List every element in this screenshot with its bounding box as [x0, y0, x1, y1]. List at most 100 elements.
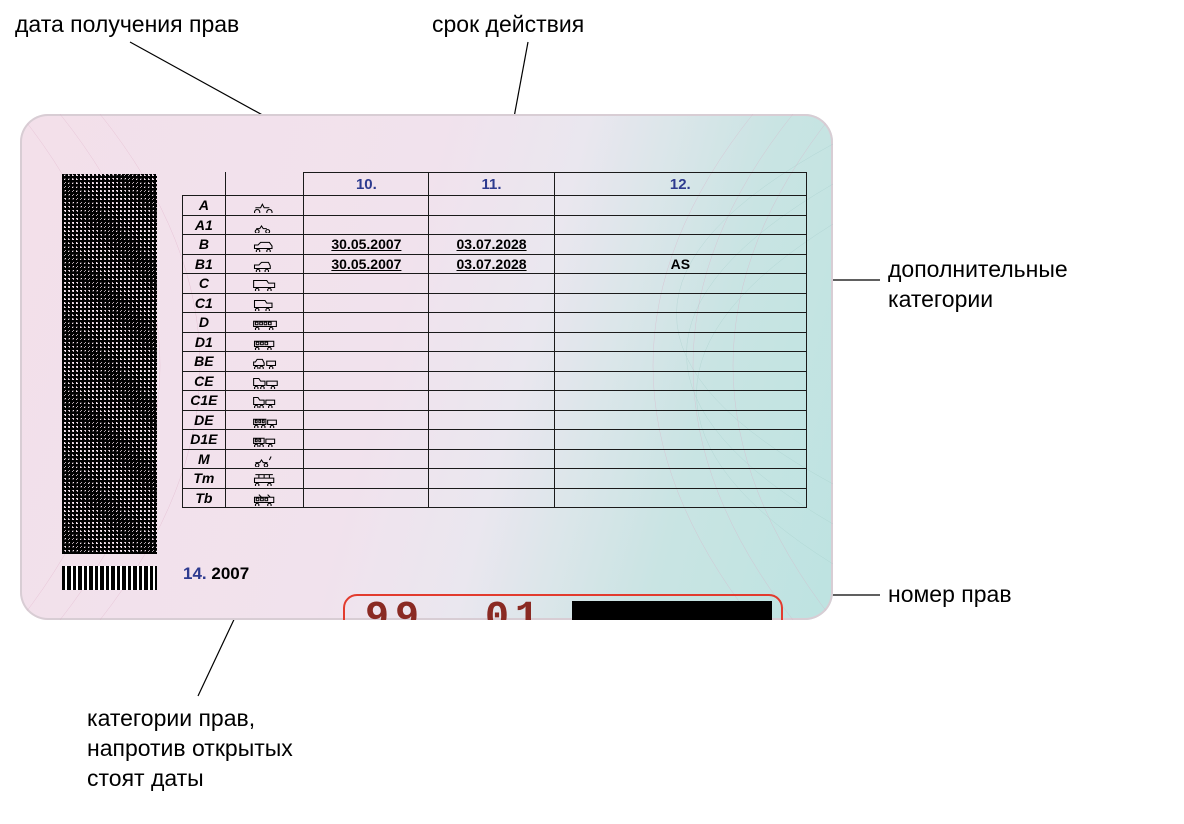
table-row: Tb: [183, 488, 807, 508]
vehicle-icon: [225, 254, 304, 274]
vehicle-icon: [225, 332, 304, 352]
field-14-num: 14.: [183, 564, 207, 583]
extra-cell: [554, 410, 806, 430]
category-code: CE: [183, 371, 226, 391]
table-row: M: [183, 449, 807, 469]
extra-cell: [554, 332, 806, 352]
vehicle-icon: [225, 371, 304, 391]
vehicle-icon: [225, 196, 304, 216]
expiry-date-cell: [429, 391, 554, 411]
issue-date-cell: [304, 410, 429, 430]
label-license-number: номер прав: [888, 580, 1012, 610]
license-card: 10. 11. 12. AA1B 30.05.200703.07.2028 B1 30…: [20, 114, 833, 620]
header-12: 12.: [554, 173, 806, 196]
vehicle-icon: [225, 235, 304, 255]
barcode-footer: [62, 566, 157, 590]
expiry-date-cell: [429, 332, 554, 352]
issue-date-cell: [304, 352, 429, 372]
serial-region: 99: [365, 596, 425, 620]
table-row: BE: [183, 352, 807, 372]
issue-date-cell: [304, 430, 429, 450]
table-row: C1: [183, 293, 807, 313]
issue-date-cell: [304, 449, 429, 469]
category-code: C: [183, 274, 226, 294]
extra-cell: [554, 391, 806, 411]
header-10: 10.: [304, 173, 429, 196]
vehicle-icon: [225, 449, 304, 469]
field-14: 14. 2007: [183, 564, 249, 584]
expiry-date-cell: [429, 215, 554, 235]
table-header-row: 10. 11. 12.: [183, 173, 807, 196]
issue-date-cell: [304, 391, 429, 411]
table-row: CE: [183, 371, 807, 391]
table-row: D1E: [183, 430, 807, 450]
issue-date-cell: [304, 469, 429, 489]
table-row: DE: [183, 410, 807, 430]
table-row: Tm: [183, 469, 807, 489]
extra-cell: [554, 488, 806, 508]
expiry-date-cell: [429, 410, 554, 430]
header-11: 11.: [429, 173, 554, 196]
vehicle-icon: [225, 391, 304, 411]
issue-date-cell: [304, 274, 429, 294]
category-code: M: [183, 449, 226, 469]
table-row: B1 30.05.200703.07.2028AS: [183, 254, 807, 274]
vehicle-icon: [225, 274, 304, 294]
extra-cell: [554, 235, 806, 255]
expiry-date-cell: 03.07.2028: [429, 254, 554, 274]
vehicle-icon: [225, 313, 304, 333]
header-blank1: [183, 173, 226, 196]
extra-cell: [554, 352, 806, 372]
issue-date-cell: [304, 313, 429, 333]
issue-date-cell: 30.05.2007: [304, 254, 429, 274]
expiry-date-cell: [429, 488, 554, 508]
expiry-date-cell: [429, 352, 554, 372]
extra-cell: [554, 313, 806, 333]
extra-cell: AS: [554, 254, 806, 274]
expiry-date-cell: [429, 430, 554, 450]
expiry-date-cell: 03.07.2028: [429, 235, 554, 255]
categories-table: 10. 11. 12. AA1B 30.05.200703.07.2028 B1 30…: [182, 172, 807, 508]
table-row: A: [183, 196, 807, 216]
vehicle-icon: [225, 469, 304, 489]
vehicle-icon: [225, 352, 304, 372]
pdf417-barcode: [62, 174, 157, 554]
serial-redacted: [572, 601, 772, 620]
header-blank2: [225, 173, 304, 196]
vehicle-icon: [225, 430, 304, 450]
extra-cell: [554, 371, 806, 391]
category-code: D1: [183, 332, 226, 352]
issue-date-cell: 30.05.2007: [304, 235, 429, 255]
issue-date-cell: [304, 371, 429, 391]
vehicle-icon: [225, 488, 304, 508]
category-code: D1E: [183, 430, 226, 450]
extra-cell: [554, 449, 806, 469]
issue-date-cell: [304, 488, 429, 508]
table-row: C: [183, 274, 807, 294]
category-code: A: [183, 196, 226, 216]
category-code: D: [183, 313, 226, 333]
extra-cell: [554, 215, 806, 235]
category-code: B: [183, 235, 226, 255]
vehicle-icon: [225, 293, 304, 313]
issue-date-cell: [304, 215, 429, 235]
expiry-date-cell: [429, 274, 554, 294]
field-14-value: 2007: [211, 564, 249, 583]
label-extra-categories: дополнительные категории: [888, 255, 1068, 315]
extra-cell: [554, 196, 806, 216]
vehicle-icon: [225, 215, 304, 235]
expiry-date-cell: [429, 293, 554, 313]
table-row: D1: [183, 332, 807, 352]
issue-date-cell: [304, 293, 429, 313]
category-code: B1: [183, 254, 226, 274]
category-code: BE: [183, 352, 226, 372]
category-code: Tb: [183, 488, 226, 508]
table-row: B 30.05.200703.07.2028: [183, 235, 807, 255]
expiry-date-cell: [429, 196, 554, 216]
table-row: C1E: [183, 391, 807, 411]
serial-number: 99 01: [365, 596, 545, 620]
table-row: A1: [183, 215, 807, 235]
issue-date-cell: [304, 196, 429, 216]
expiry-date-cell: [429, 313, 554, 333]
vehicle-icon: [225, 410, 304, 430]
